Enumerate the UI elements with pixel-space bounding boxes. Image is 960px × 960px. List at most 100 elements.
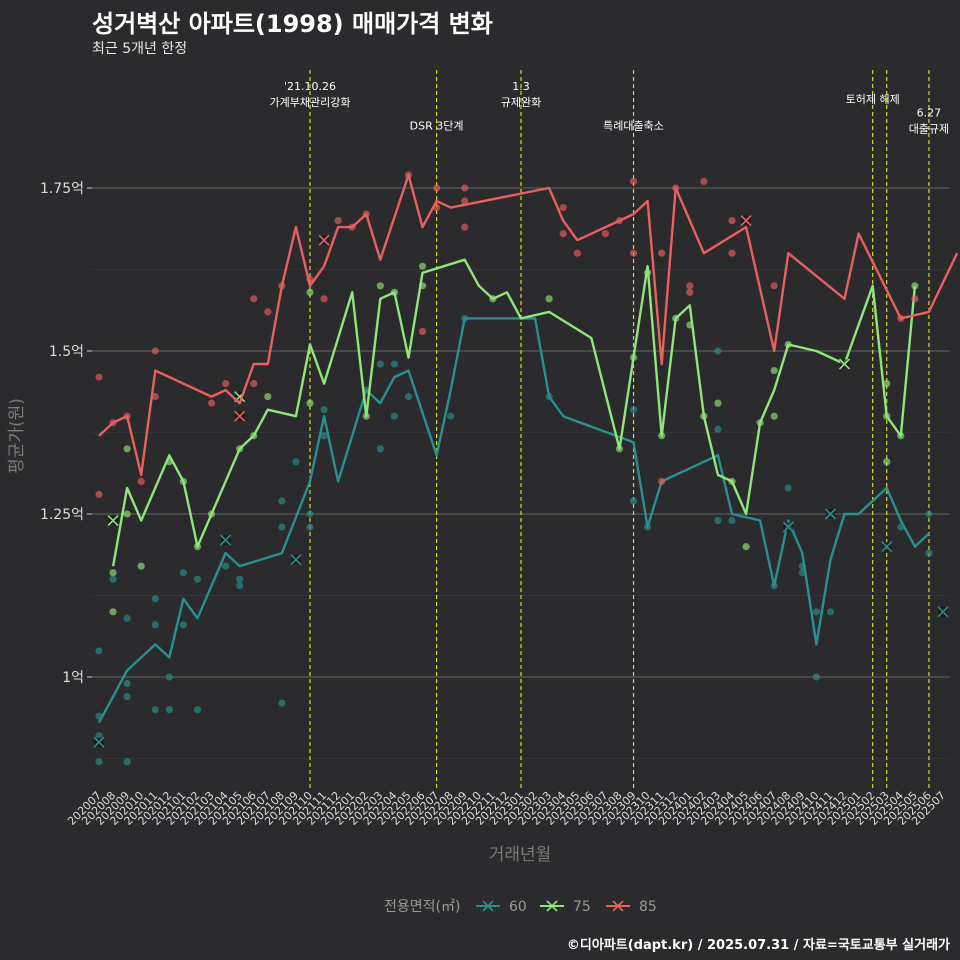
data-point (728, 249, 736, 257)
data-point (95, 490, 103, 499)
y-tick-label: 1.5억 (49, 344, 84, 360)
data-point (193, 575, 202, 583)
event-label: 가계부채관리강화 (270, 96, 351, 109)
data-point (222, 562, 230, 570)
data-point (236, 582, 244, 590)
data-point (629, 406, 638, 414)
data-point (461, 197, 469, 205)
data-point (883, 458, 891, 466)
data-point (925, 510, 933, 518)
x-marker (220, 534, 232, 546)
data-point (911, 295, 919, 303)
data-point (686, 282, 694, 290)
x-marker (782, 521, 794, 533)
x-axis-title: 거래년월 (489, 845, 552, 865)
data-point (123, 445, 131, 453)
data-point (770, 282, 778, 290)
data-point (151, 706, 159, 714)
data-point (179, 569, 187, 577)
data-point (714, 516, 722, 525)
data-point (601, 230, 610, 238)
data-point (559, 230, 567, 238)
data-point (714, 425, 722, 433)
data-point (95, 647, 103, 655)
data-point (686, 288, 694, 296)
event-label: 규제완화 (501, 96, 541, 109)
data-point (137, 562, 145, 570)
x-marker (107, 514, 119, 527)
data-point (728, 217, 736, 225)
data-point (559, 203, 567, 212)
data-point (376, 445, 384, 453)
data-point (334, 217, 342, 225)
data-point (447, 412, 455, 420)
data-point (770, 366, 778, 375)
legend-item-60: 60 (476, 899, 527, 915)
x-marker (740, 215, 752, 227)
data-point (629, 177, 638, 186)
data-point (179, 621, 187, 629)
legend-label: 75 (573, 899, 591, 915)
data-point (264, 393, 272, 401)
data-point (109, 575, 117, 583)
data-point (376, 282, 384, 290)
data-point (151, 595, 159, 603)
data-point (151, 393, 159, 401)
data-point (433, 184, 441, 192)
event-label: 토허제 해제 (846, 92, 900, 106)
data-point (250, 380, 258, 388)
event-label: '21.10.26 (284, 80, 336, 93)
data-point (784, 484, 792, 492)
data-point (306, 510, 314, 518)
data-point (883, 380, 891, 388)
event-label: 6.27 (917, 106, 942, 119)
data-point (306, 523, 314, 531)
data-point (151, 621, 159, 629)
y-tick-label: 1.75억 (40, 181, 84, 197)
legend-title: 전용면적(㎡) (384, 899, 460, 915)
legend-label: 60 (509, 899, 527, 915)
data-point (629, 249, 638, 257)
x-marker (93, 736, 105, 748)
event-label: 특례대출축소 (603, 119, 664, 132)
data-point (728, 516, 736, 525)
data-point (207, 399, 216, 407)
data-point (812, 673, 821, 681)
event-label: DSR 3단계 (410, 119, 464, 132)
data-point (109, 608, 117, 616)
chart-title: 성거벽산 아파트(1998) 매매가격 변화 (92, 10, 493, 38)
data-point (376, 360, 384, 368)
data-point (292, 458, 300, 466)
data-point (404, 393, 413, 401)
data-point (461, 223, 469, 231)
event-label: 1.3 (512, 80, 530, 93)
series-line (111, 258, 917, 567)
data-point (320, 432, 328, 440)
x-marker (937, 606, 949, 618)
data-point (236, 575, 244, 583)
data-point (95, 732, 103, 740)
data-point (306, 288, 314, 296)
x-axis-ticks: 2020072020082020092020102020112020122021… (65, 789, 948, 828)
data-point (95, 373, 103, 381)
y-axis-ticks: 1억 1.25억 1.5억 1.75억 (40, 181, 92, 686)
source-caption: ©디아파트(dapt.kr) / 2025.07.31 / 자료=국토교통부 실… (566, 938, 950, 953)
data-point (151, 347, 159, 355)
data-point (418, 327, 427, 336)
series-75 (107, 258, 919, 616)
data-point (826, 608, 835, 616)
data-point (714, 399, 722, 407)
data-point (390, 360, 398, 368)
data-point (123, 510, 131, 518)
data-point (545, 295, 553, 303)
data-point (278, 699, 286, 707)
data-point (137, 477, 145, 485)
data-point (658, 249, 666, 257)
x-marker (881, 541, 893, 553)
data-point (123, 679, 131, 688)
data-point (320, 295, 328, 303)
data-point (418, 262, 427, 270)
legend: 전용면적(㎡) 60 75 85 (384, 899, 657, 915)
x-marker (824, 508, 837, 520)
